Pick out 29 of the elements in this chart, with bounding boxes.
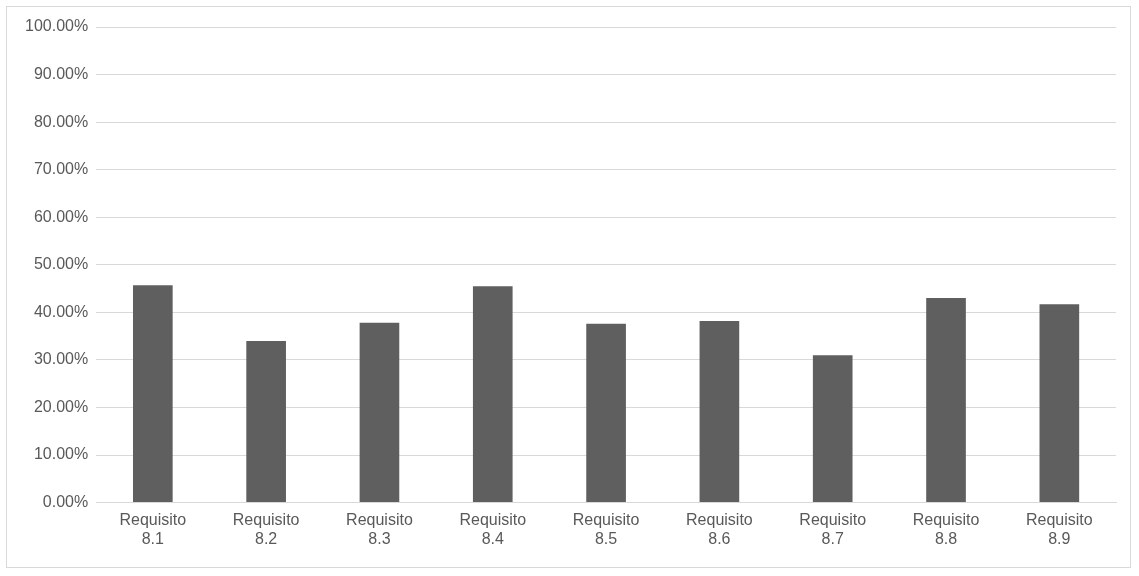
x-tick-label: Requisito 8.5	[572, 510, 640, 547]
bar	[699, 320, 740, 503]
y-tick-label: 40.00%	[33, 302, 89, 320]
bar	[472, 286, 513, 503]
y-tick-label: 60.00%	[33, 207, 89, 225]
y-tick-label: 50.00%	[33, 255, 89, 273]
y-tick-label: 10.00%	[33, 445, 89, 463]
bar	[812, 355, 853, 503]
bar	[359, 322, 400, 503]
bar	[246, 340, 286, 503]
bar	[132, 285, 173, 503]
y-tick-label: 100.00%	[24, 17, 89, 35]
x-tick-label: Requisito 8.8	[912, 510, 980, 547]
x-tick-label: Requisito 8.9	[1025, 510, 1093, 547]
y-tick-label: 20.00%	[33, 397, 89, 415]
y-tick-label: 80.00%	[33, 112, 89, 130]
bar	[1039, 304, 1080, 503]
bar	[926, 298, 966, 503]
x-tick-label: Requisito 8.1	[119, 510, 187, 547]
y-tick-label: 0.00%	[42, 493, 89, 511]
y-tick-label: 70.00%	[33, 160, 89, 178]
x-tick-label: Requisito 8.4	[459, 510, 527, 547]
y-tick-label: 30.00%	[33, 350, 89, 368]
x-tick-label: Requisito 8.2	[232, 510, 300, 547]
x-tick-label: Requisito 8.7	[799, 510, 867, 547]
bar	[586, 323, 626, 503]
y-tick-label: 90.00%	[33, 64, 89, 82]
x-tick-label: Requisito 8.6	[686, 510, 753, 547]
x-tick-label: Requisito 8.3	[346, 510, 413, 547]
